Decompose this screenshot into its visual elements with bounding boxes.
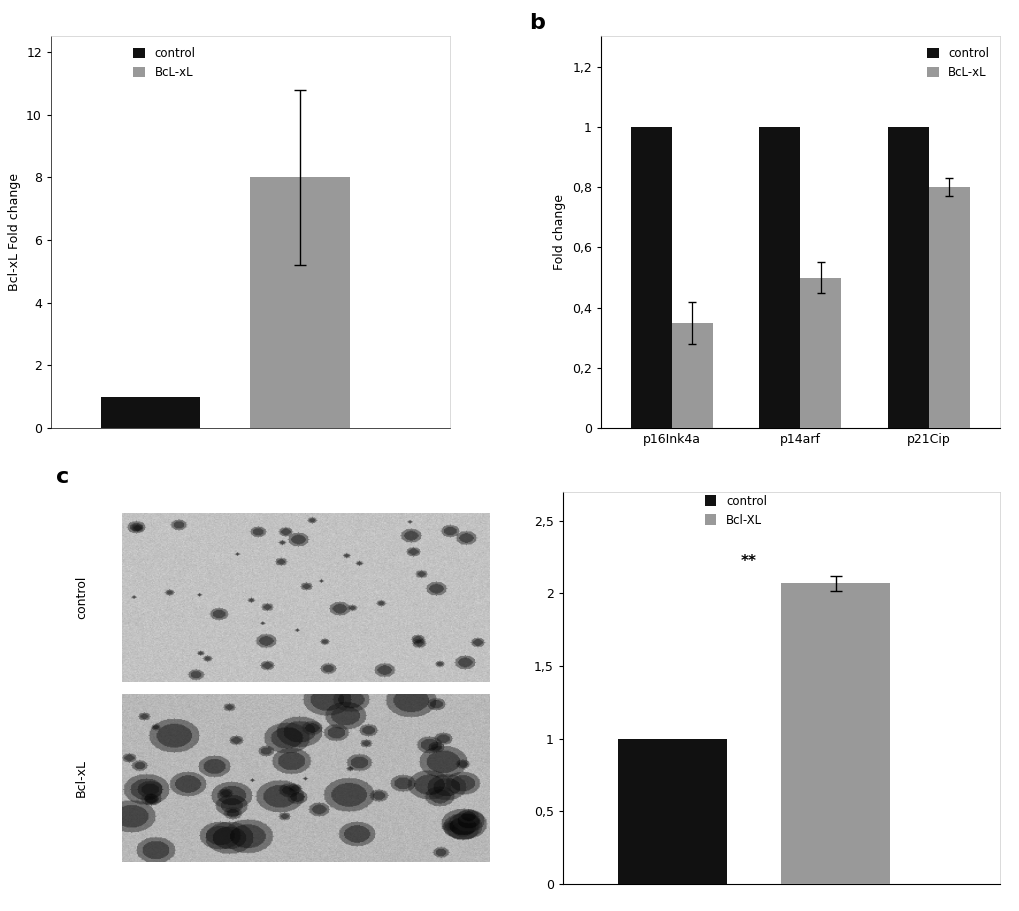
Y-axis label: Bcl-xL Fold change: Bcl-xL Fold change [7, 173, 20, 292]
Bar [250, 178, 350, 428]
Y-axis label: Fold change: Fold change [553, 194, 566, 271]
Text: Bcl-xL: Bcl-xL [75, 759, 88, 797]
Bar [928, 187, 969, 428]
Bar [758, 127, 800, 428]
Bar [618, 739, 727, 884]
Text: control: control [75, 576, 88, 619]
Bar [887, 127, 928, 428]
Bar [630, 127, 672, 428]
Bar [800, 278, 841, 428]
Legend: control, BcL-xL: control, BcL-xL [128, 42, 200, 84]
Legend: control, BcL-xL: control, BcL-xL [921, 42, 993, 84]
Legend: control, Bcl-XL: control, Bcl-XL [699, 490, 770, 531]
Text: b: b [529, 13, 544, 33]
Text: c: c [56, 467, 69, 487]
Text: **: ** [740, 554, 756, 568]
Bar [672, 322, 712, 428]
Bar [101, 397, 201, 428]
Bar [781, 583, 890, 884]
